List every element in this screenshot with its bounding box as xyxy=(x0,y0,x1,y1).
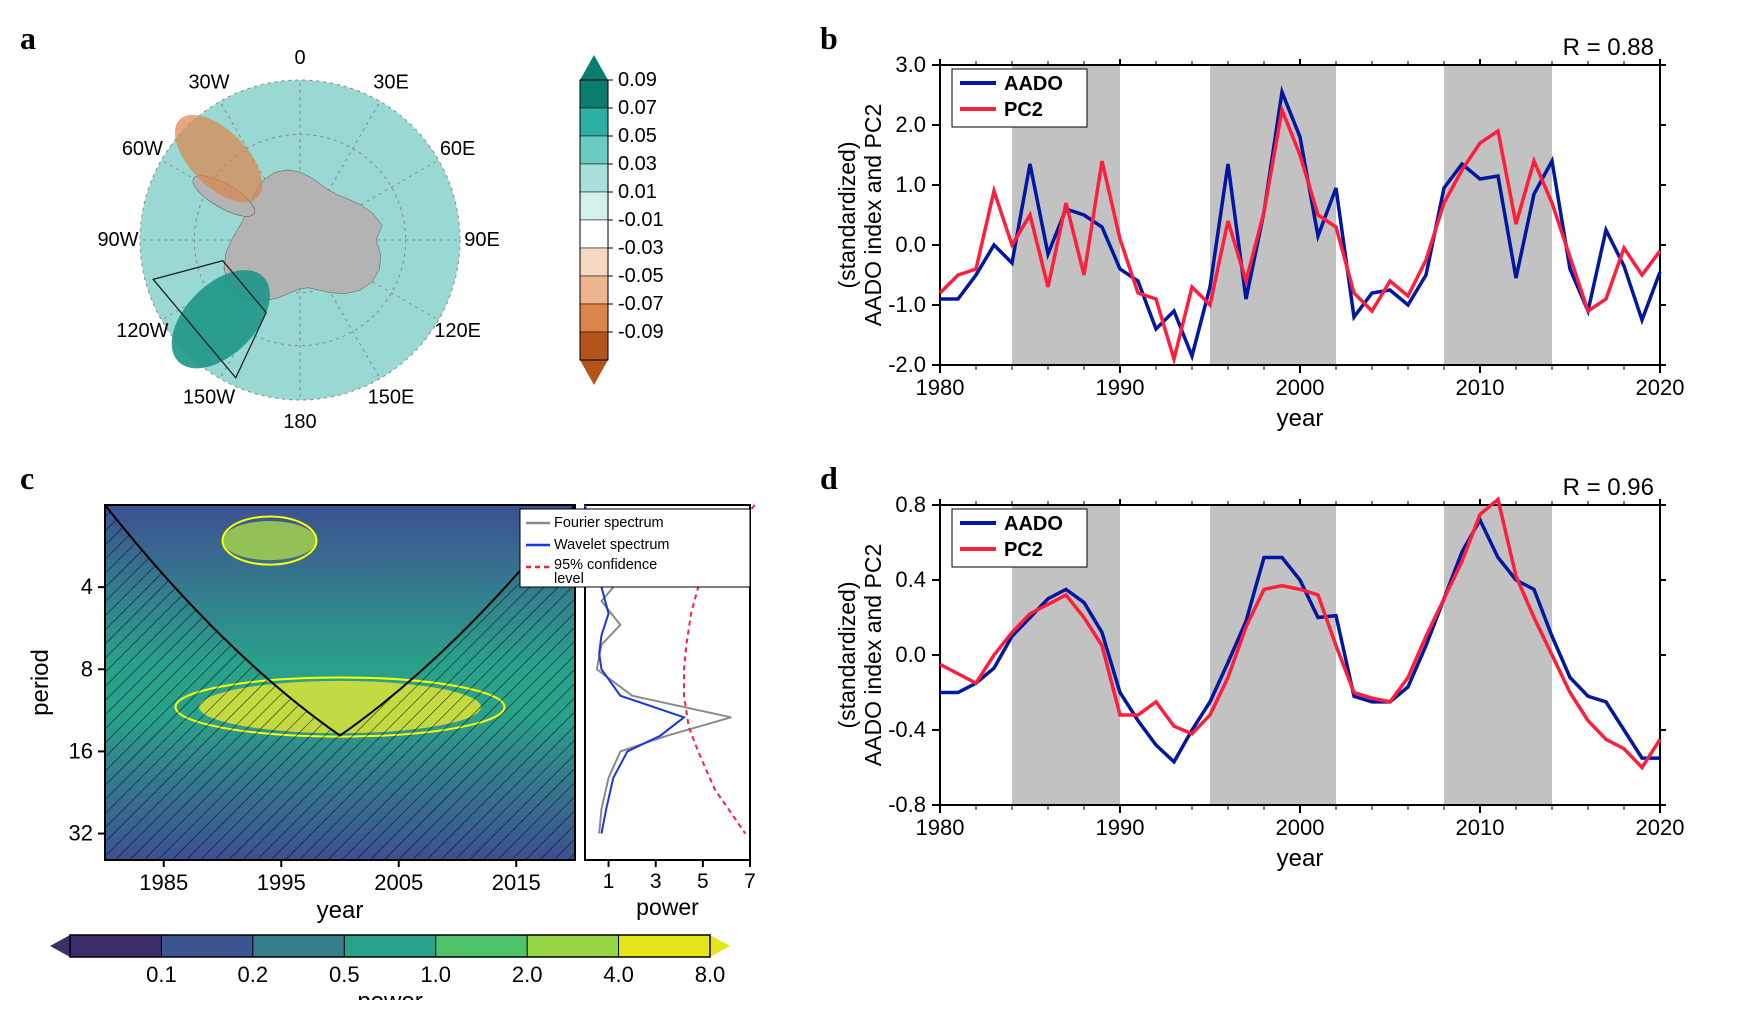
panel-a: a 0 30E 60E 90E 120E 150E 180 150W 120W 90W 60W 30W… xyxy=(20,20,760,440)
svg-text:2000: 2000 xyxy=(1276,815,1325,840)
svg-text:-0.09: -0.09 xyxy=(618,321,664,343)
svg-text:-0.03: -0.03 xyxy=(618,237,664,259)
svg-text:2.0: 2.0 xyxy=(512,962,543,987)
svg-text:0.0: 0.0 xyxy=(895,642,926,667)
svg-text:0.2: 0.2 xyxy=(238,962,269,987)
svg-text:150E: 150E xyxy=(368,387,415,409)
svg-text:0.03: 0.03 xyxy=(618,153,657,175)
svg-text:level: level xyxy=(554,571,584,587)
svg-text:0.1: 0.1 xyxy=(146,962,177,987)
svg-text:2010: 2010 xyxy=(1456,375,1505,400)
panel-b: b 1980 1990 2000 2010 2020 -2.0 -1.0 0.0 1.0 2.0 3… xyxy=(820,20,1690,440)
svg-text:AADO index and PC2: AADO index and PC2 xyxy=(860,544,886,766)
svg-text:-0.4: -0.4 xyxy=(888,717,926,742)
svg-text:3: 3 xyxy=(650,870,662,893)
svg-text:4.0: 4.0 xyxy=(603,962,634,987)
svg-text:AADO: AADO xyxy=(1004,73,1063,95)
svg-text:AADO index and PC2: AADO index and PC2 xyxy=(860,104,886,326)
polar-map-svg: 0 30E 60E 90E 120E 150E 180 150W 120W 90W 60W 30W 0.… xyxy=(20,20,760,440)
svg-text:period: period xyxy=(27,649,54,716)
svg-text:2.0: 2.0 xyxy=(895,112,926,137)
svg-text:2020: 2020 xyxy=(1636,815,1685,840)
svg-text:power: power xyxy=(357,988,422,1000)
svg-text:120W: 120W xyxy=(116,320,168,342)
svg-text:0.05: 0.05 xyxy=(618,125,657,147)
svg-text:0.8: 0.8 xyxy=(895,492,926,517)
svg-text:2010: 2010 xyxy=(1456,815,1505,840)
figure-grid: a 0 30E 60E 90E 120E 150E 180 150W 120W 90W 60W 30W… xyxy=(20,20,1730,1000)
svg-text:PC2: PC2 xyxy=(1004,539,1043,561)
svg-text:2005: 2005 xyxy=(374,870,423,895)
svg-text:1: 1 xyxy=(603,870,615,893)
wavelet-svg: 4 8 16 32 period 1985 1995 2005 2015 year 1 3 5 7 powe… xyxy=(20,460,760,1000)
svg-text:-2.0: -2.0 xyxy=(888,352,926,377)
svg-text:3.0: 3.0 xyxy=(895,52,926,77)
svg-text:-0.01: -0.01 xyxy=(618,209,664,231)
svg-text:year: year xyxy=(317,897,364,924)
svg-text:0.09: 0.09 xyxy=(618,69,657,91)
svg-text:1990: 1990 xyxy=(1096,815,1145,840)
svg-text:120E: 120E xyxy=(434,320,481,342)
panel-c-label: c xyxy=(20,460,34,497)
panel-a-label: a xyxy=(20,20,36,57)
svg-text:R = 0.96: R = 0.96 xyxy=(1563,474,1654,501)
svg-text:0.01: 0.01 xyxy=(618,181,657,203)
panel-d-label: d xyxy=(820,460,838,497)
svg-text:8.0: 8.0 xyxy=(695,962,726,987)
svg-text:1995: 1995 xyxy=(257,870,306,895)
panel-b-label: b xyxy=(820,20,838,57)
svg-text:0.4: 0.4 xyxy=(895,567,926,592)
svg-text:60W: 60W xyxy=(122,138,163,160)
svg-text:0.0: 0.0 xyxy=(895,232,926,257)
svg-text:1.0: 1.0 xyxy=(420,962,451,987)
svg-text:1985: 1985 xyxy=(139,870,188,895)
svg-text:1990: 1990 xyxy=(1096,375,1145,400)
svg-text:power: power xyxy=(636,894,699,920)
svg-text:90E: 90E xyxy=(464,229,500,251)
svg-text:Fourier spectrum: Fourier spectrum xyxy=(554,515,664,531)
svg-text:30W: 30W xyxy=(188,71,229,93)
svg-text:-0.07: -0.07 xyxy=(618,293,664,315)
svg-text:0.5: 0.5 xyxy=(329,962,360,987)
svg-text:1980: 1980 xyxy=(916,815,965,840)
svg-text:5: 5 xyxy=(697,870,709,893)
svg-text:90W: 90W xyxy=(97,229,138,251)
panel-c: c 4 8 16 32 period 1985 1995 2005 2015 year 1 3 5 7 po… xyxy=(20,460,760,1000)
svg-text:Wavelet spectrum: Wavelet spectrum xyxy=(554,537,670,553)
svg-text:-0.8: -0.8 xyxy=(888,792,926,817)
svg-text:2000: 2000 xyxy=(1276,375,1325,400)
svg-text:8: 8 xyxy=(81,656,93,681)
svg-text:1980: 1980 xyxy=(916,375,965,400)
svg-text:60E: 60E xyxy=(440,138,476,160)
line-chart-b-svg: 1980 1990 2000 2010 2020 -2.0 -1.0 0.0 1.0 2.0 3.0… xyxy=(820,20,1690,440)
svg-text:2020: 2020 xyxy=(1636,375,1685,400)
svg-text:PC2: PC2 xyxy=(1004,99,1043,121)
svg-text:150W: 150W xyxy=(183,387,235,409)
line-chart-d-svg: 1980 1990 2000 2010 2020 -0.8 -0.4 0.0 0.4 0.8 yea… xyxy=(820,460,1690,880)
svg-text:-0.05: -0.05 xyxy=(618,265,664,287)
svg-text:AADO: AADO xyxy=(1004,513,1063,535)
svg-text:180: 180 xyxy=(283,411,316,433)
svg-text:0.07: 0.07 xyxy=(618,97,657,119)
svg-text:year: year xyxy=(1277,405,1324,432)
svg-text:-1.0: -1.0 xyxy=(888,292,926,317)
svg-text:16: 16 xyxy=(69,738,93,763)
svg-text:32: 32 xyxy=(69,821,93,846)
svg-text:30E: 30E xyxy=(373,71,409,93)
svg-text:0: 0 xyxy=(294,47,305,69)
svg-text:2015: 2015 xyxy=(492,870,541,895)
svg-text:1.0: 1.0 xyxy=(895,172,926,197)
svg-text:year: year xyxy=(1277,845,1324,872)
svg-text:4: 4 xyxy=(81,574,93,599)
svg-text:(standardized): (standardized) xyxy=(834,141,860,288)
svg-text:(standardized): (standardized) xyxy=(834,581,860,728)
panel-d: d 1980 1990 2000 2010 2020 -0.8 -0.4 0.0 0.4 0.8 y… xyxy=(820,460,1690,1000)
svg-text:R = 0.88: R = 0.88 xyxy=(1563,34,1654,61)
svg-text:7: 7 xyxy=(744,870,756,893)
